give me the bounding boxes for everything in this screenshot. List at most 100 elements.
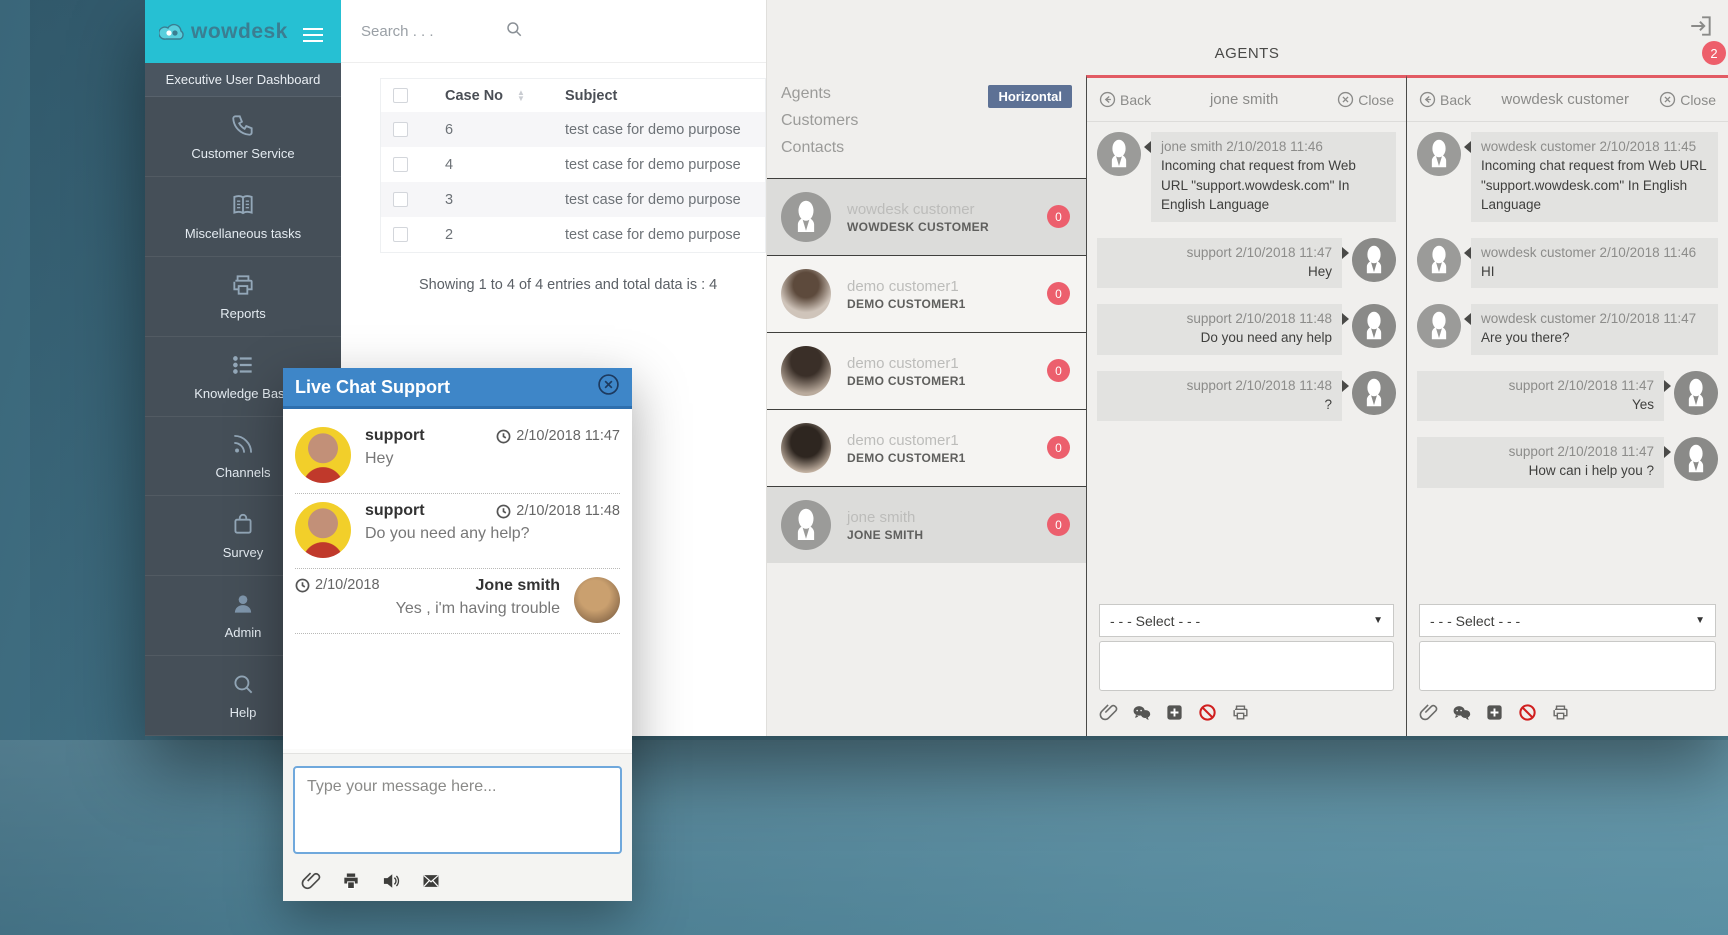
sidebar-item-label: Channels xyxy=(215,465,271,481)
logo-text: wowdesk xyxy=(191,19,288,43)
message-text: Do you need any help? xyxy=(365,525,530,542)
avatar xyxy=(574,577,620,623)
sidebar-item-customer-service[interactable]: Customer Service xyxy=(145,97,341,177)
message-text: Hey xyxy=(1307,263,1332,279)
row-checkbox[interactable] xyxy=(393,227,408,242)
live-chat-footer xyxy=(283,753,632,901)
menu-toggle-button[interactable] xyxy=(303,24,323,46)
chat-icon[interactable] xyxy=(1132,703,1151,722)
search-input[interactable] xyxy=(361,22,491,40)
agents-panel: Agents Customers Contacts Horizontal wow… xyxy=(766,0,1086,736)
back-button[interactable]: Back xyxy=(1099,91,1151,108)
avatar xyxy=(781,346,831,396)
message-meta: wowdesk customer 2/10/2018 11:45 xyxy=(1481,139,1697,154)
sidebar-item-knowledge-base[interactable]: Knowledge Base xyxy=(145,337,341,417)
add-icon[interactable] xyxy=(1165,703,1184,722)
message-author: Jone smith xyxy=(475,577,560,594)
message-time: 2/10/2018 11:48 xyxy=(516,503,620,519)
mail-icon[interactable] xyxy=(421,871,441,891)
canned-response-select[interactable]: - - - Select - - - ▼ xyxy=(1419,604,1716,637)
contact-row[interactable]: wowdesk customer WOWDESK CUSTOMER 0 xyxy=(767,178,1086,255)
contact-subtitle: DEMO CUSTOMER1 xyxy=(847,373,966,388)
search-icon[interactable] xyxy=(491,20,523,43)
sidebar-item-label: Survey xyxy=(222,545,264,561)
sort-icon[interactable]: ▲ ▼ xyxy=(517,87,525,103)
notification-badge[interactable]: 2 xyxy=(1702,41,1726,65)
sidebar-item-admin[interactable]: Admin xyxy=(145,576,341,657)
chat-title: jone smith xyxy=(1209,91,1279,108)
attach-icon[interactable] xyxy=(1419,703,1438,722)
tab-contacts[interactable]: Contacts xyxy=(781,139,845,156)
message-text: HI xyxy=(1481,263,1495,279)
contact-row[interactable]: demo customer1 DEMO CUSTOMER1 0 xyxy=(767,332,1086,409)
row-checkbox[interactable] xyxy=(393,192,408,207)
canned-response-select[interactable]: - - - Select - - - ▼ xyxy=(1099,604,1394,637)
message-time: 2/10/2018 11:47 xyxy=(516,428,620,444)
tab-agents[interactable]: Agents xyxy=(781,85,831,102)
clock-icon xyxy=(295,578,310,592)
tab-customers[interactable]: Customers xyxy=(781,112,859,129)
column-case-no[interactable]: Case No xyxy=(445,87,504,104)
print-icon[interactable] xyxy=(1551,703,1570,722)
sidebar-item-miscellaneous-tasks[interactable]: Miscellaneous tasks xyxy=(145,177,341,257)
attach-icon[interactable] xyxy=(301,871,321,891)
row-checkbox[interactable] xyxy=(393,157,408,172)
contact-row[interactable]: demo customer1 DEMO CUSTOMER1 0 xyxy=(767,409,1086,486)
block-icon[interactable] xyxy=(1518,703,1537,722)
contact-name: demo customer1 xyxy=(847,431,959,449)
table-row[interactable]: 3 test case for demo purpose xyxy=(381,182,765,217)
sidebar-item-help[interactable]: Help xyxy=(145,656,341,736)
contact-row[interactable]: demo customer1 DEMO CUSTOMER1 0 xyxy=(767,255,1086,332)
column-subject[interactable]: Subject xyxy=(565,87,618,104)
back-button[interactable]: Back xyxy=(1419,91,1471,108)
horizontal-toggle-button[interactable]: Horizontal xyxy=(988,85,1072,108)
table-row[interactable]: 2 test case for demo purpose xyxy=(381,217,765,252)
contact-name: jone smith xyxy=(847,508,916,526)
reply-textarea[interactable] xyxy=(1419,641,1716,691)
reply-textarea[interactable] xyxy=(1099,641,1394,691)
table-row[interactable]: 4 test case for demo purpose xyxy=(381,147,765,182)
sidebar-item-label: Miscellaneous tasks xyxy=(184,225,302,241)
rss-icon xyxy=(234,435,253,454)
print-icon[interactable] xyxy=(1231,703,1250,722)
chat-icon[interactable] xyxy=(1452,703,1471,722)
back-icon xyxy=(1099,91,1116,108)
sidebar-item-label: Admin xyxy=(224,625,262,641)
case-no-cell: 6 xyxy=(445,121,454,138)
speaker-icon[interactable] xyxy=(381,871,401,891)
sidebar-item-reports[interactable]: Reports xyxy=(145,257,341,337)
list-icon xyxy=(233,355,252,374)
message-meta: jone smith 2/10/2018 11:46 xyxy=(1161,139,1323,154)
live-chat-title: Live Chat Support xyxy=(295,376,451,397)
table-row[interactable]: 6 test case for demo purpose xyxy=(381,112,765,147)
logout-icon[interactable] xyxy=(1688,13,1714,39)
message-input[interactable] xyxy=(293,766,622,854)
sidebar-item-label: Customer Service xyxy=(191,145,295,161)
message-time: 2/10/2018 xyxy=(315,577,380,593)
print-icon[interactable] xyxy=(341,871,361,891)
message-text: Yes , i'm having trouble xyxy=(395,600,560,617)
add-icon[interactable] xyxy=(1485,703,1504,722)
avatar xyxy=(781,423,831,473)
chat-message: support 2/10/2018 11:48 Do you need any … xyxy=(1097,304,1396,355)
contact-row[interactable]: jone smith JONE SMITH 0 xyxy=(767,486,1086,563)
contact-subtitle: DEMO CUSTOMER1 xyxy=(847,450,966,465)
close-icon[interactable] xyxy=(597,373,620,401)
sidebar-item-label: Knowledge Base xyxy=(194,385,292,401)
sidebar-item-dashboard[interactable]: Executive User Dashboard xyxy=(145,63,341,97)
close-button[interactable]: Close xyxy=(1337,91,1394,108)
search-icon xyxy=(234,675,253,694)
sidebar-item-channels[interactable]: Channels xyxy=(145,417,341,497)
message-text: Hey xyxy=(365,450,394,467)
close-button[interactable]: Close xyxy=(1659,91,1716,108)
sidebar-item-label: Help xyxy=(229,705,257,721)
attach-icon[interactable] xyxy=(1099,703,1118,722)
printer-icon xyxy=(233,275,253,295)
select-all-checkbox[interactable] xyxy=(393,88,408,103)
row-checkbox[interactable] xyxy=(393,122,408,137)
message-text: Are you there? xyxy=(1481,330,1570,346)
block-icon[interactable] xyxy=(1198,703,1217,722)
message-meta: support 2/10/2018 11:47 xyxy=(1186,244,1332,260)
case-no-cell: 3 xyxy=(445,191,454,208)
sidebar-item-survey[interactable]: Survey xyxy=(145,496,341,577)
